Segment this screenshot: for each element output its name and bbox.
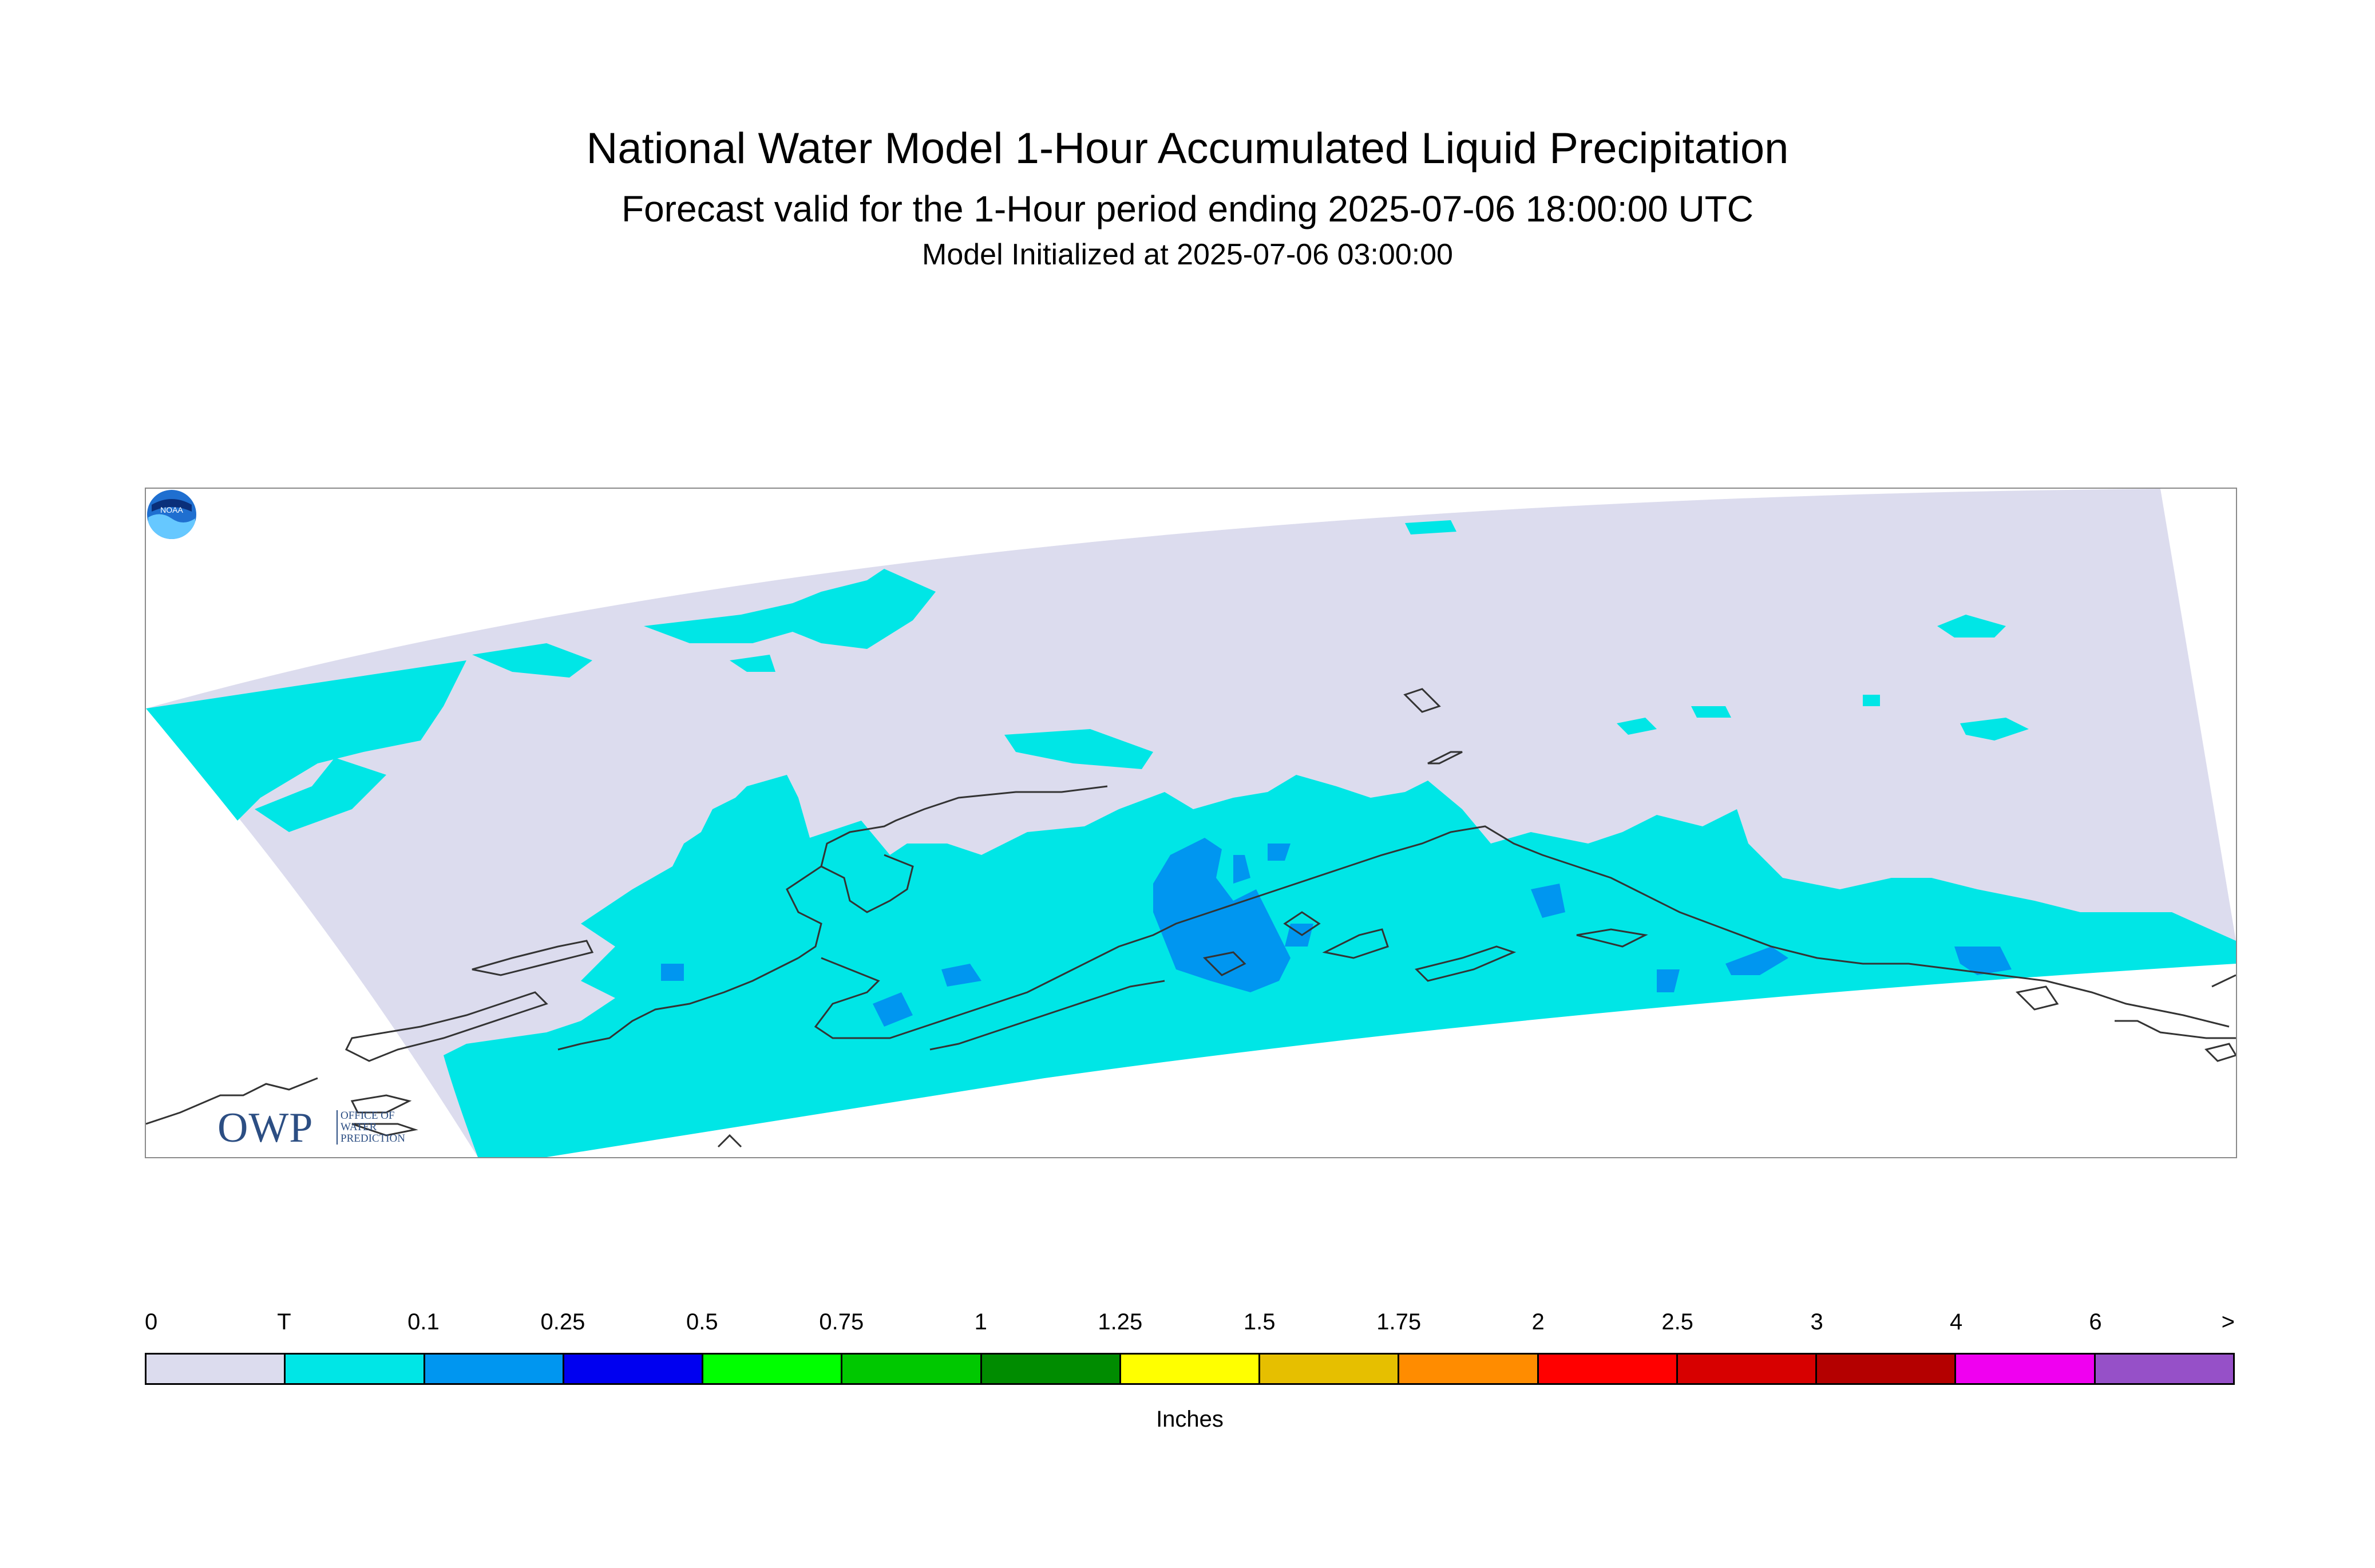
map-title: National Water Model 1-Hour Accumulated … [586,124,1789,173]
legend-tick-label: T [277,1309,291,1335]
legend-color-cell [1817,1355,1957,1383]
legend-color-cell [286,1355,425,1383]
legend-color-cell [981,1355,1121,1383]
legend-color-cell [842,1355,982,1383]
legend-tick-label: 0.5 [686,1309,718,1335]
legend-tick-label: 0 [145,1309,158,1335]
owp-subtext-line-2: WATER [341,1121,377,1133]
legend-tick-label: 3 [1810,1309,1823,1335]
legend-tick-label: 2 [1531,1309,1545,1335]
legend-tick-label: 0.25 [540,1309,585,1335]
color-legend: 0 T 0.1 0.25 0.5 0.75 1 1.25 1.5 1.75 2 2.5 3 4 6 > Inc… [145,1310,2235,1454]
legend-tick-label: 1.25 [1098,1309,1143,1335]
trace-precip-areas [146,520,2236,1157]
light-precip-areas [661,838,2012,1027]
owp-logo: OWP OFFICE OF WATER PREDICTION [217,1107,435,1153]
noaa-logo: NOAA [147,490,196,540]
legend-color-cell [703,1355,843,1383]
owp-logo-subtext: OFFICE OF WATER PREDICTION [337,1110,438,1145]
legend-color-cell [1956,1355,2096,1383]
legend-color-cell [425,1355,564,1383]
map-subtitle: Forecast valid for the 1-Hour period end… [621,188,1754,229]
legend-color-cell [564,1355,704,1383]
legend-color-cell [2095,1355,2233,1383]
legend-tick-label: 0.75 [819,1309,864,1335]
legend-color-cell [147,1355,286,1383]
owp-subtext-line-1: OFFICE OF [341,1110,395,1122]
legend-color-cell [1121,1355,1261,1383]
legend-tick-label: 2.5 [1661,1309,1693,1335]
legend-tick-label: > [2221,1309,2235,1335]
legend-tick-label: 6 [2089,1309,2102,1335]
precipitation-map [146,489,2236,1157]
legend-color-bar [145,1353,2235,1385]
legend-unit-label: Inches [1156,1407,1224,1432]
legend-color-cell [1399,1355,1539,1383]
coastlines [146,688,2236,1148]
noaa-logo-text: NOAA [160,505,183,514]
owp-logo-letters: OWP [217,1104,314,1151]
legend-color-cell [1677,1355,1818,1383]
legend-color-cell [1538,1355,1678,1383]
legend-tick-label: 4 [1949,1309,1963,1335]
owp-subtext-line-3: PREDICTION [341,1133,405,1145]
legend-tick-label: 1.5 [1243,1309,1276,1335]
legend-tick-label: 0.1 [407,1309,440,1335]
model-init-time: Model Initialized at 2025-07-06 03:00:00 [922,238,1453,271]
legend-tick-label: 1 [974,1309,987,1335]
legend-tick-labels: 0 T 0.1 0.25 0.5 0.75 1 1.25 1.5 1.75 2 2.5 3 4 6 > [145,1310,2235,1345]
legend-color-cell [1260,1355,1400,1383]
legend-tick-label: 1.75 [1376,1309,1422,1335]
map-panel: OWP OFFICE OF WATER PREDICTION NOAA [145,488,2237,1158]
